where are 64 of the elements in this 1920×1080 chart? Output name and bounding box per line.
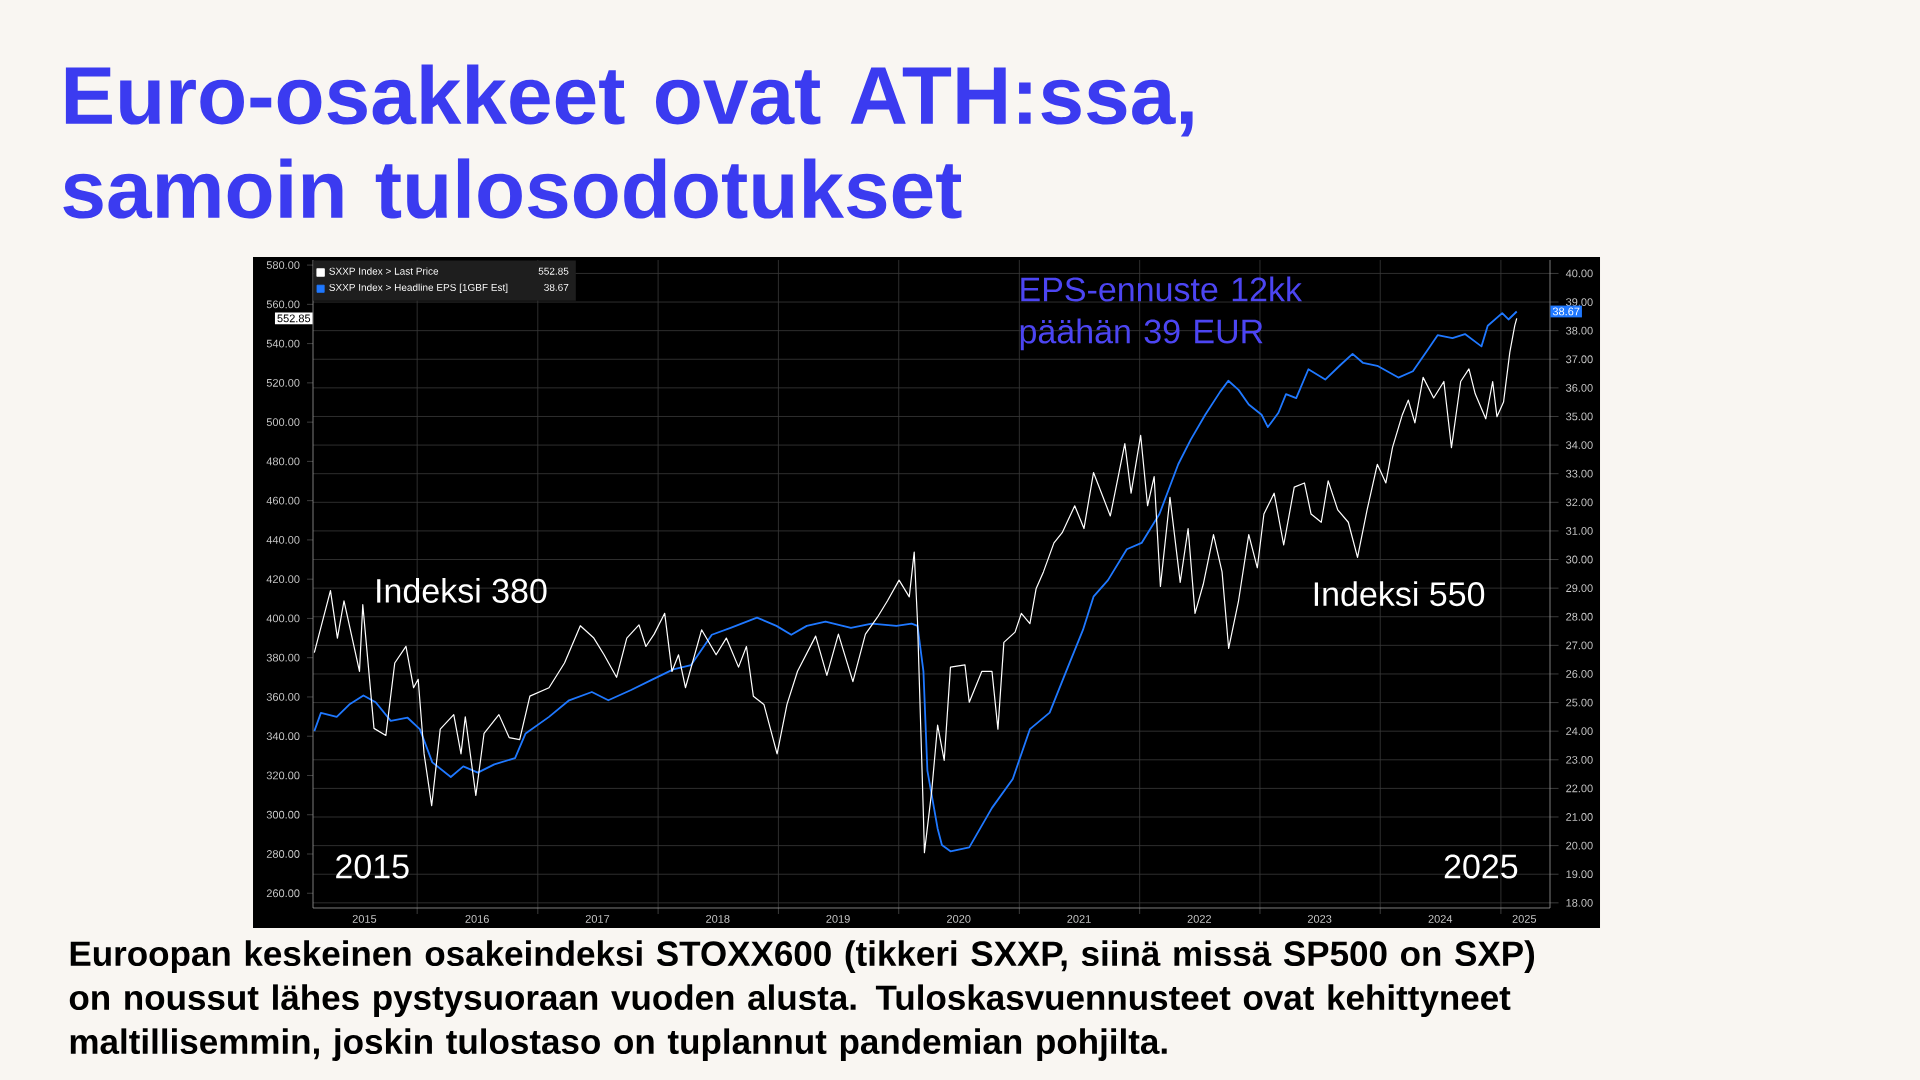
y2-tick-label: 38.00: [1566, 326, 1593, 335]
annotation: 2015: [336, 854, 409, 879]
y2-tick-label: 22.00: [1566, 784, 1593, 793]
x-tick-label: 2019: [826, 915, 850, 923]
x-tick-label: 2025: [1512, 915, 1537, 923]
y2-tick-label: 36.00: [1566, 383, 1593, 392]
text: 38.67: [1552, 307, 1580, 316]
y-tick-label: 300.00: [266, 810, 300, 819]
y2-tick-label: 39.00: [1566, 298, 1593, 306]
x-tick-label: 2017: [585, 915, 610, 923]
text: Euroopan keskeinen osakeindeksi STOXX600 (tikkeri SXXP, siinä missä SP500 on SXP) on noussut lähes pystysuoraan vuoden alusta. Tuloskasvuennusteet ovat kehittyneet maltillisemmin, joskin tulostaso on tuplannut pandemian pohjilta.: [69, 940, 1535, 1062]
y-tick-label: 480.00: [266, 457, 300, 466]
y-tick-label: 420.00: [266, 575, 300, 584]
text: 552.85: [277, 314, 311, 323]
y2-tick-label: 19.00: [1566, 870, 1593, 879]
y2-tick-label: 34.00: [1566, 441, 1593, 449]
y2-tick-label: 27.00: [1566, 641, 1593, 650]
y2-tick-label: 32.00: [1566, 498, 1593, 507]
chart-title: Euro-osakkeet ovat ATH:ssa, samoin tulosodotukset: [63, 64, 1193, 219]
y-tick-label: 380.00: [266, 653, 300, 662]
y-tick-label: 440.00: [266, 536, 300, 544]
y2-tick-label: 25.00: [1566, 698, 1593, 707]
y2-tick-label: 20.00: [1566, 841, 1593, 850]
y2-tick-label: 23.00: [1566, 755, 1593, 764]
y2-tick-label: 26.00: [1566, 670, 1593, 678]
y2-tick-label: 33.00: [1566, 469, 1593, 478]
y2-tick-label: 29.00: [1566, 584, 1593, 593]
annotation: 2025: [1444, 854, 1518, 879]
x-tick-label: 2023: [1307, 915, 1332, 923]
y-tick-label: 560.00: [266, 300, 300, 309]
annotation: 552.85: [538, 267, 569, 275]
y-tick-label: 260.00: [266, 889, 300, 898]
y2-tick-label: 18.00: [1566, 898, 1593, 907]
y2-tick-label: 31.00: [1566, 527, 1593, 535]
x-tick-label: 2022: [1187, 915, 1212, 923]
x-tick-label: 2024: [1428, 915, 1453, 923]
annotation: Indeksi 550: [1314, 581, 1485, 607]
legend-label: SXXP Index > Last Price: [329, 267, 439, 275]
x-tick-label: 2016: [465, 915, 489, 923]
x-tick-label: 2021: [1067, 915, 1091, 923]
y-tick-label: 360.00: [266, 693, 300, 701]
x-tick-label: 2018: [706, 915, 730, 923]
y2-tick-label: 30.00: [1566, 555, 1593, 564]
y2-tick-label: 28.00: [1566, 612, 1593, 621]
y-tick-label: 540.00: [266, 339, 300, 348]
x-tick-label: 2020: [947, 915, 971, 923]
y2-tick-label: 37.00: [1566, 355, 1593, 364]
y-tick-label: 460.00: [266, 496, 300, 505]
legend-label: SXXP Index > Headline EPS [1GBF Est]: [329, 283, 508, 293]
y2-tick-label: 21.00: [1566, 813, 1593, 821]
y-tick-label: 580.00: [266, 261, 300, 269]
annotation: EPS-ennuste 12kk päähän 39 EUR: [1020, 276, 1303, 351]
annotation: 38.67: [544, 283, 569, 291]
y2-tick-label: 24.00: [1566, 727, 1593, 736]
annotation: Indeksi 380: [377, 577, 547, 603]
y-tick-label: 520.00: [266, 378, 300, 387]
y-tick-label: 320.00: [266, 771, 300, 780]
x-tick-label: 2015: [352, 915, 377, 923]
y2-tick-label: 40.00: [1565, 269, 1593, 278]
y-tick-label: 280.00: [266, 850, 300, 858]
y-tick-label: 400.00: [266, 614, 300, 623]
y-tick-label: 340.00: [266, 732, 300, 741]
y-tick-label: 500.00: [266, 418, 300, 427]
y2-tick-label: 35.00: [1566, 412, 1593, 421]
